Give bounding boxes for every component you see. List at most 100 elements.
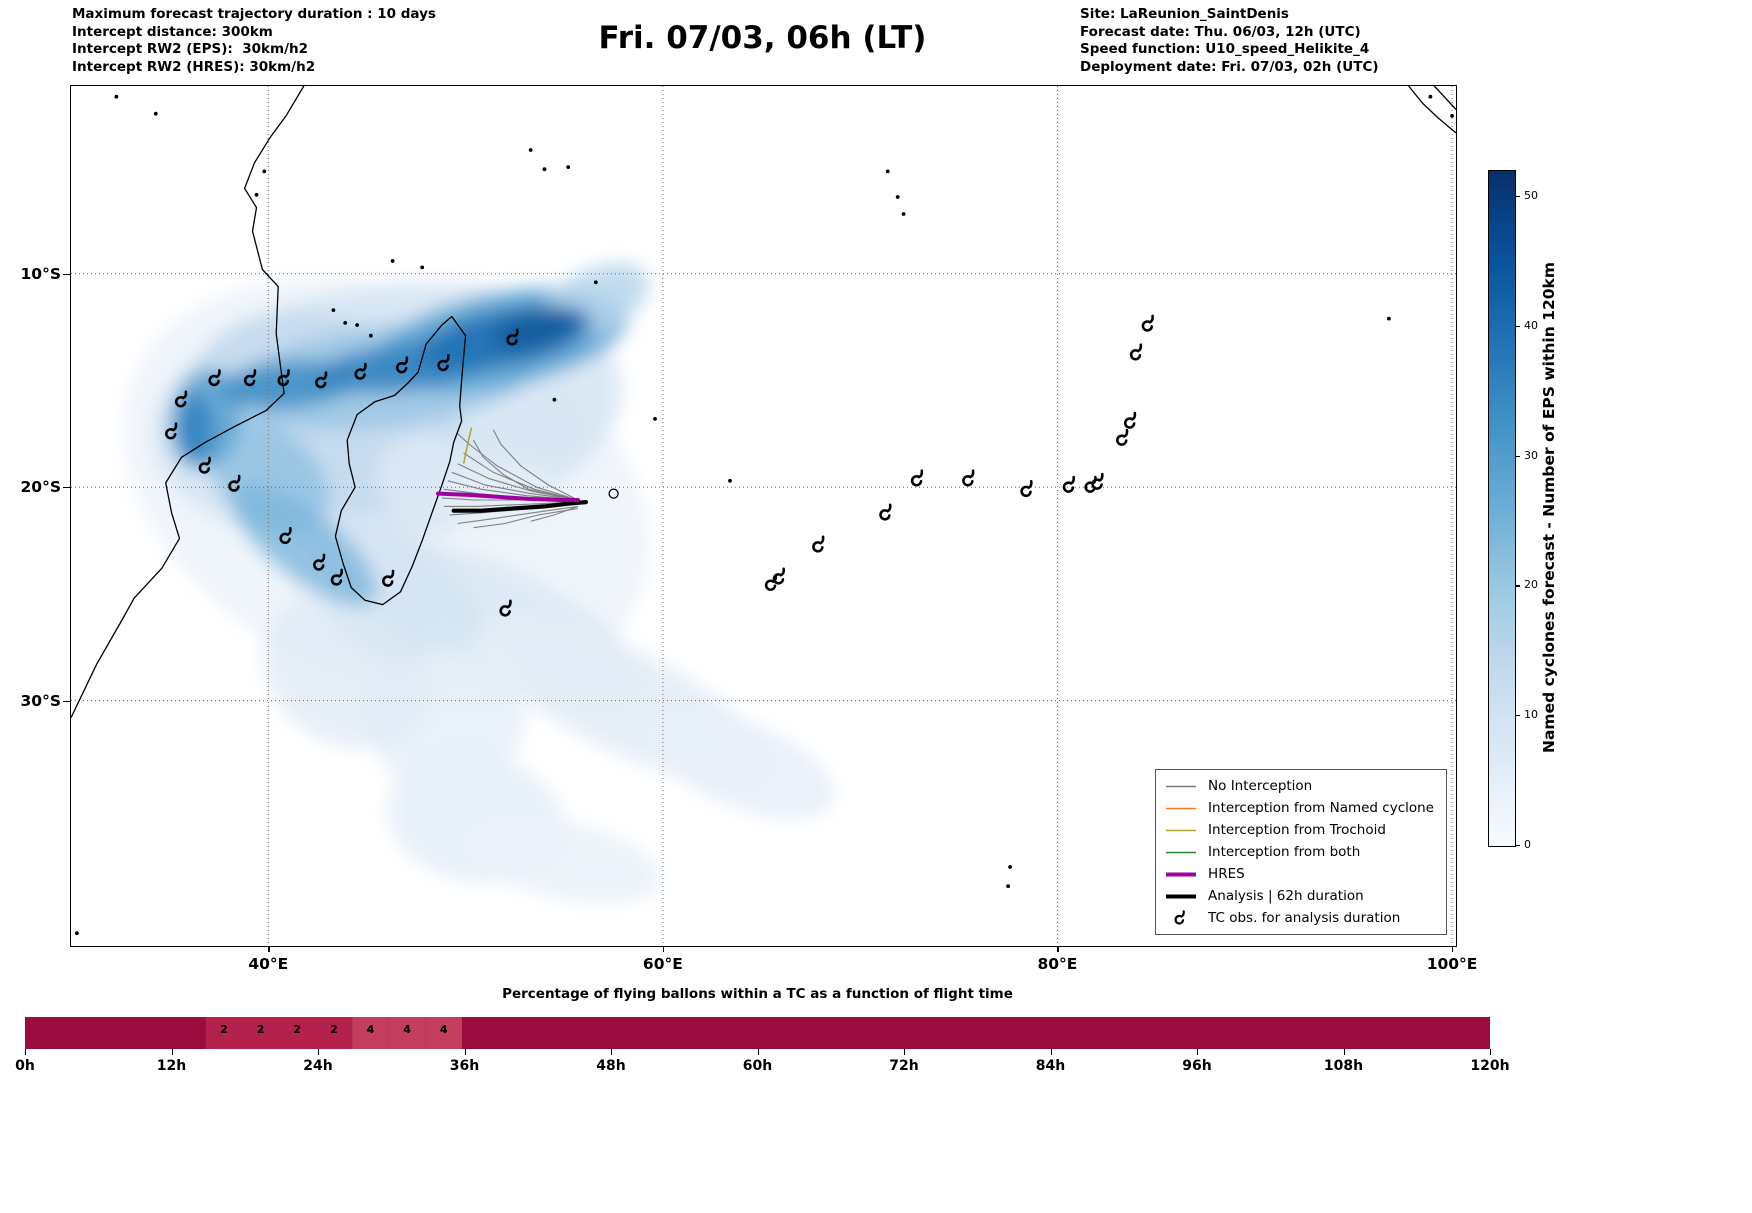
legend-item: Interception from both (1164, 842, 1434, 862)
island-dot (528, 148, 533, 152)
island-dot (1450, 114, 1454, 118)
density-blob (177, 393, 214, 462)
legend-label: Interception from Named cyclone (1208, 800, 1434, 816)
header-site-metadata: Site: LaReunion_SaintDenis Forecast date:… (1080, 6, 1379, 76)
bar-segment-value: 2 (257, 1023, 265, 1036)
bar-segment (278, 1017, 316, 1049)
coastline-sumatra (1433, 86, 1456, 110)
time-axis-tick-label: 60h (742, 1058, 773, 1074)
island-dot (728, 478, 732, 483)
tc-observation-icon (1062, 475, 1076, 493)
bar-segment-value: 2 (293, 1023, 301, 1036)
island-dot (262, 169, 267, 174)
legend-label: Interception from Trochoid (1208, 822, 1386, 838)
bar-segment-value: 4 (367, 1023, 375, 1036)
forecast-map: No Interception Interception from Named c… (21, 85, 1477, 973)
bar-segment (205, 1017, 243, 1049)
island-dot (75, 931, 79, 936)
bar-segment-value: 2 (330, 1023, 338, 1036)
colorbar-tick-mark (1516, 455, 1520, 457)
time-axis-tick-mark (318, 1049, 320, 1055)
trajectory-trochoid (462, 427, 473, 464)
island-dot (593, 280, 598, 285)
trajectory-no-interception (451, 471, 579, 501)
trajectory-no-interception (530, 505, 579, 522)
island-dot (355, 323, 359, 327)
time-axis-tick-label: 84h (1035, 1058, 1066, 1074)
colorbar-tick-mark (1516, 325, 1520, 327)
time-axis-tick-label: 72h (889, 1058, 919, 1074)
density-blob (648, 710, 835, 819)
colorbar (1488, 170, 1516, 847)
header-meta-line: Speed function: U10_speed_Helikite_4 (1080, 41, 1370, 57)
colorbar-tick-area: 0 10 20 30 40 50 (1516, 170, 1560, 851)
trajectory-no-interception (443, 501, 579, 507)
coastline-sumatra (1408, 86, 1456, 134)
trajectories (436, 427, 588, 529)
time-axis-tick-mark (757, 1049, 759, 1055)
map-legend: No Interception Interception from Named c… (1155, 769, 1447, 935)
x-axis-tick-mark (662, 946, 665, 952)
header-meta-line: Site: LaReunion_SaintDenis (1080, 6, 1289, 22)
page-title: Fri. 07/03, 06h (LT) (598, 20, 927, 56)
tc-symbol-icon (1174, 909, 1185, 925)
header-meta-line: Deployment date: Fri. 07/03, 02h (UTC) (1080, 58, 1379, 75)
colorbar-label: Named cyclones forecast - Number of EPS … (1540, 262, 1558, 753)
island-dot (420, 265, 425, 270)
trajectory-hres (436, 491, 580, 502)
island-dot (1428, 94, 1433, 99)
legend-line-sample (1166, 829, 1197, 831)
x-axis-tick-mark (268, 946, 270, 952)
colorbar-tick-label: 20 (1524, 578, 1538, 592)
bar-segment (242, 1017, 279, 1049)
bar-segment (388, 1017, 426, 1049)
island-dot (254, 192, 259, 197)
legend-item: HRES (1164, 864, 1434, 884)
colorbar-tick-label: 40 (1524, 318, 1538, 332)
island-dot (901, 212, 906, 216)
colorbar-tick-label: 0 (1524, 838, 1531, 851)
legend-item: Interception from Trochoid (1164, 820, 1434, 840)
bar-segment-value: 4 (403, 1023, 411, 1036)
tc-observation-icon (1129, 343, 1143, 361)
x-axis-tick-mark (1452, 946, 1454, 952)
bar-chart-canvas: 2 2 2 2 4 4 4 (25, 1017, 1490, 1049)
island-dot (653, 417, 657, 421)
colorbar-tick-mark (1516, 845, 1520, 847)
map-canvas (71, 86, 1456, 946)
time-axis-tick-mark (464, 1049, 466, 1055)
trajectory-no-interception (473, 507, 579, 529)
island-dot (369, 333, 373, 338)
legend-item: No Interception (1164, 776, 1434, 796)
bar-segment-value: 4 (440, 1023, 448, 1036)
trajectory-no-interception (492, 429, 579, 501)
island-dot (331, 308, 336, 312)
island-dot (552, 397, 557, 402)
tc-observation-icon (812, 535, 825, 553)
bar-segment (425, 1017, 462, 1049)
time-axis-tick-label: 0h (15, 1058, 35, 1074)
header-meta-line: Forecast date: Thu. 06/03, 12h (UTC) (1080, 23, 1361, 40)
trajectory-no-interception (457, 505, 579, 525)
header-param-line: Intercept distance: 300km (72, 23, 273, 40)
colorbar-tick-mark (1516, 195, 1520, 198)
time-axis-tick-mark (171, 1049, 173, 1055)
island-dot (566, 165, 571, 169)
density-blob (467, 817, 661, 904)
legend-line-sample (1166, 807, 1197, 809)
legend-item: TC obs. for analysis duration (1164, 908, 1434, 928)
flight-time-bar-chart: 2 2 2 2 4 4 4 0h 12h 24h 36h 48h 60h 72h 84h 96h 108h 12… (15, 1017, 1510, 1087)
trajectory-no-interception (457, 433, 579, 501)
coastline-madagascar (334, 315, 467, 606)
time-axis-tick-mark (1050, 1049, 1052, 1055)
island-dot (1387, 316, 1391, 321)
tc-observation-icon (1020, 480, 1033, 498)
header-param-line: Maximum forecast trajectory duration : 1… (72, 6, 436, 22)
x-axis-tick-label: 40°E (248, 955, 289, 973)
tc-observation-icon (1123, 411, 1137, 429)
x-axis-tick-label: 80°E (1037, 955, 1078, 973)
legend-item: Interception from Named cyclone (1164, 798, 1434, 818)
density-blob (492, 307, 577, 351)
x-axis-tick-label: 100°E (1426, 955, 1478, 973)
